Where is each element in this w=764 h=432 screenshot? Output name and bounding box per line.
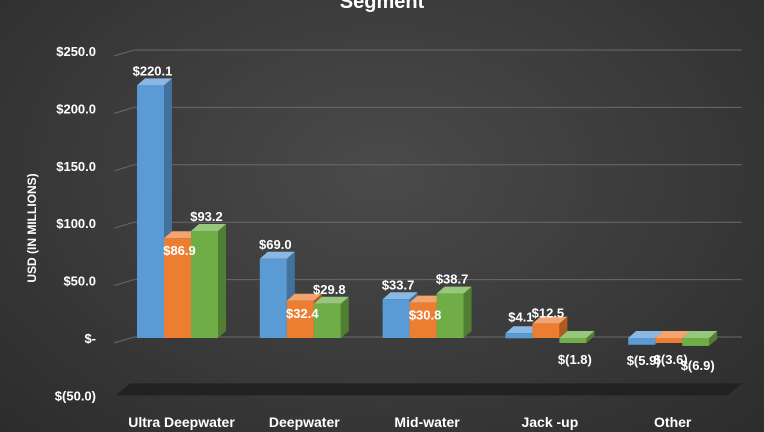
bar: [164, 238, 191, 338]
gridline-skew: [113, 279, 135, 287]
gridline-skew: [113, 49, 135, 57]
data-label: $(3.6): [654, 352, 688, 367]
chart-floor: [116, 383, 742, 396]
bar-side: [218, 224, 226, 338]
bar-top: [137, 78, 172, 86]
bar: [436, 293, 464, 338]
bar-side: [463, 286, 472, 338]
bar-top: [382, 292, 418, 300]
bar-top: [191, 224, 226, 232]
bar: [628, 338, 656, 345]
data-label: $86.9: [163, 243, 196, 258]
bar-top: [164, 231, 199, 239]
bar-top: [505, 326, 541, 334]
gridline-skew: [113, 164, 135, 172]
data-label: $30.8: [409, 308, 442, 323]
y-tick-label: $200.0: [56, 101, 96, 116]
bar-top: [259, 251, 295, 259]
y-tick-label: $250.0: [56, 44, 96, 59]
bar-top: [532, 316, 568, 324]
data-label: $(6.9): [681, 358, 715, 373]
bar-side: [586, 331, 595, 343]
x-category-label: Deepwater: [269, 414, 340, 430]
x-axis-categories: Ultra Deepwater Deepwater Mid-water Jack -u…: [128, 414, 692, 430]
x-category-label: Ultra Deepwater: [128, 414, 235, 430]
bar: [191, 231, 218, 338]
bar: [505, 333, 533, 339]
bar: [382, 299, 410, 338]
data-label: $38.7: [436, 272, 469, 287]
data-label: $93.2: [190, 209, 223, 224]
gridline-skew: [113, 106, 135, 114]
bar-top: [436, 286, 472, 294]
gridline-skew: [113, 336, 135, 344]
floor-shadow: [116, 383, 742, 396]
bar: [137, 85, 164, 339]
bar-side: [709, 331, 718, 346]
gridline-skew: [113, 221, 135, 229]
bar: [313, 303, 341, 338]
data-label: $29.8: [313, 282, 346, 297]
bars: [137, 78, 718, 346]
y-axis-title: USD (IN MILLIONS): [25, 173, 39, 282]
y-tick-label: $100.0: [56, 216, 96, 231]
bar-top: [682, 331, 718, 338]
data-label: $69.0: [259, 237, 292, 252]
y-tick-label: $-: [84, 331, 96, 346]
bar-top: [409, 295, 445, 303]
y-axis-ticks: $250.0 $200.0 $150.0 $100.0 $50.0 $- $(50.0): [55, 44, 96, 403]
data-label: $(1.8): [558, 352, 592, 367]
y-tick-label: $150.0: [56, 159, 96, 174]
data-labels: $220.1 $86.9 $93.2 $69.0 $32.4 $29.8 $33.7 $30.…: [133, 63, 715, 373]
bar: [286, 300, 314, 338]
bar: [409, 302, 437, 338]
y-tick-label: $(50.0): [55, 388, 96, 403]
data-label: $(5.9): [627, 353, 661, 368]
bar: [682, 338, 710, 346]
data-label: $33.7: [382, 277, 415, 292]
bar: [259, 258, 287, 338]
x-category-label: Other: [654, 414, 692, 430]
bar-top: [286, 293, 322, 301]
y-tick-label: $50.0: [63, 274, 96, 289]
data-label: $4.1: [508, 309, 533, 324]
x-category-label: Mid-water: [394, 414, 460, 430]
bar-top: [655, 331, 691, 338]
bar: [532, 323, 560, 338]
data-label: $32.4: [286, 306, 319, 321]
bar-top: [559, 331, 595, 338]
bar-side: [559, 316, 568, 338]
bar: [559, 338, 587, 343]
bar: [655, 338, 683, 343]
bar-side: [340, 296, 349, 338]
x-category-label: Jack -up: [521, 414, 578, 430]
data-label: $220.1: [133, 63, 173, 78]
chart-title: Segment: [340, 0, 425, 13]
bar-top: [628, 331, 664, 338]
bar-top: [313, 296, 349, 304]
data-label: $12.5: [532, 306, 565, 321]
